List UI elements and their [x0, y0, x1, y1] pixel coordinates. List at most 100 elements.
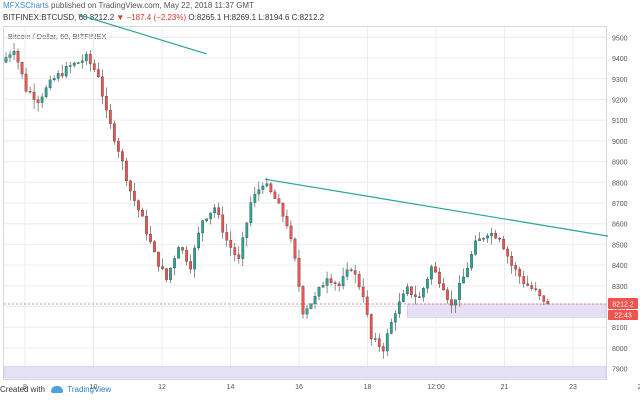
- y-tick-label: 8500: [612, 242, 628, 249]
- candle: [329, 278, 333, 283]
- x-tick-label: 8: [23, 384, 27, 391]
- candle: [209, 212, 213, 220]
- candle: [430, 266, 433, 280]
- candle: [365, 296, 369, 315]
- down-arrow-icon: ▼: [116, 13, 125, 22]
- candle: [506, 248, 510, 257]
- candle: [442, 283, 445, 291]
- low-value: L:8194.6: [258, 13, 290, 22]
- candle: [522, 276, 526, 284]
- candle: [397, 301, 401, 314]
- candle: [193, 247, 196, 270]
- candle: [482, 238, 485, 240]
- candle: [96, 69, 100, 77]
- candle: [229, 240, 233, 248]
- candle: [381, 346, 385, 352]
- candle: [129, 180, 132, 192]
- candle: [253, 193, 257, 203]
- candle: [177, 247, 180, 259]
- candle: [185, 250, 188, 262]
- candle: [526, 283, 530, 286]
- candle: [213, 207, 217, 214]
- candle: [426, 278, 429, 289]
- candle: [414, 294, 417, 297]
- y-tick-label: 8600: [612, 222, 628, 229]
- candle: [502, 238, 506, 250]
- candle: [498, 238, 502, 240]
- candle: [221, 214, 225, 233]
- footer: Created with TradingView: [0, 380, 640, 400]
- tradingview-brand[interactable]: TradingView: [67, 385, 112, 394]
- candle: [265, 183, 269, 187]
- candle: [257, 189, 261, 195]
- candle: [305, 308, 309, 315]
- candle: [249, 202, 253, 223]
- candle: [32, 91, 36, 100]
- candle: [117, 141, 120, 152]
- support-zone: [407, 303, 607, 318]
- candle: [377, 338, 381, 347]
- trendline: [78, 14, 207, 55]
- candle: [20, 62, 24, 75]
- y-tick-label: 8100: [612, 325, 628, 332]
- x-tick-label: 16: [295, 384, 303, 391]
- candle: [285, 216, 289, 227]
- candle: [169, 267, 172, 280]
- close-value: C:8212.2: [291, 13, 325, 22]
- y-tick-label: 9400: [612, 56, 628, 63]
- candle: [145, 216, 148, 235]
- candle: [422, 288, 425, 298]
- candle: [277, 198, 281, 204]
- x-tick-label: 14: [227, 384, 235, 391]
- candle: [217, 207, 221, 215]
- y-tick-label: 9200: [612, 97, 628, 104]
- candle: [68, 65, 72, 67]
- candle: [104, 96, 108, 111]
- candle: [341, 276, 345, 287]
- candle: [72, 62, 76, 66]
- author-name[interactable]: MFXSCharts: [3, 1, 49, 10]
- candle: [486, 235, 489, 239]
- candle: [24, 73, 28, 92]
- x-tick-label: 12:00: [427, 384, 445, 391]
- candle: [321, 285, 325, 288]
- candle: [113, 123, 116, 142]
- symbol-bar: BITFINEX:BTCUSD, 60 8212.2 ▼ −187.4 (−2.…: [3, 12, 324, 24]
- price-change: −187.4 (−2.23%): [126, 13, 187, 22]
- y-tick-label: 8000: [612, 346, 628, 353]
- candle: [205, 218, 209, 221]
- candle: [52, 78, 56, 81]
- y-tick-label: 9500: [612, 35, 628, 42]
- x-tick-label: 10: [90, 384, 98, 391]
- candle: [4, 57, 8, 63]
- candle: [84, 54, 88, 62]
- candle: [44, 87, 48, 98]
- candle: [261, 185, 265, 190]
- candle: [40, 96, 44, 103]
- candle: [514, 265, 518, 270]
- candle: [538, 289, 542, 296]
- x-tick-label: 23: [569, 384, 577, 391]
- candle: [201, 220, 205, 234]
- candle: [518, 269, 522, 277]
- candle: [434, 266, 437, 273]
- candle: [393, 313, 397, 323]
- x-tick-label: 18: [364, 384, 372, 391]
- candle: [490, 232, 493, 236]
- candle: [478, 238, 481, 241]
- candle: [60, 73, 64, 77]
- candle: [470, 254, 473, 269]
- candle: [80, 60, 84, 63]
- candle: [317, 287, 321, 297]
- high-value: H:8269.1: [223, 13, 257, 22]
- candle: [12, 51, 16, 55]
- candle: [36, 99, 40, 103]
- candle: [369, 314, 373, 340]
- candle: [133, 190, 136, 201]
- candle: [337, 283, 341, 287]
- candle: [466, 267, 469, 278]
- last-price: 8212.2: [89, 13, 115, 22]
- trendline: [264, 178, 609, 237]
- publish-info: published on TradingView.com, May 22, 20…: [51, 1, 254, 10]
